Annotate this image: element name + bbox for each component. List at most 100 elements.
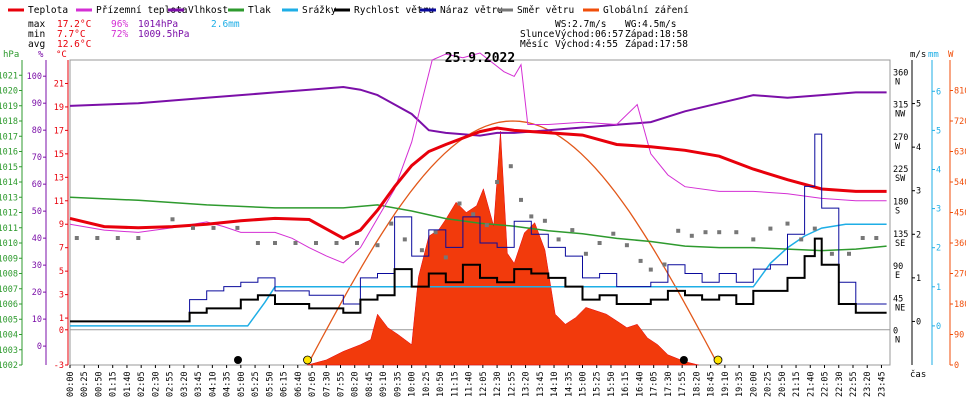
axis-label-hpa: 1002 xyxy=(0,361,18,371)
x-tick-label: 15:00 xyxy=(579,371,589,397)
axis-label-hpa: 1015 xyxy=(0,163,18,173)
wind-dir-point xyxy=(375,243,380,248)
axis-label-dir-compass: NE xyxy=(895,303,905,313)
axis-label-hpa: 1007 xyxy=(0,285,18,295)
axis-label-pct: 100 xyxy=(27,72,42,82)
wind-dir-point xyxy=(812,226,817,231)
axis-label-dir-deg: 270 xyxy=(893,133,908,143)
wind-dir-point xyxy=(314,241,318,245)
wind-dir-point xyxy=(583,251,588,256)
wind-dir-point xyxy=(611,231,616,236)
x-tick-label: 20:25 xyxy=(764,371,774,397)
x-tick-label: 10:00 xyxy=(408,371,418,397)
x-tick-label: 03:45 xyxy=(194,371,204,397)
stat-max-rain: 2.6mm xyxy=(211,19,240,30)
x-tick-label: 17:55 xyxy=(678,371,688,397)
axis-label-dir-compass: W xyxy=(895,142,901,152)
wind-dir-point xyxy=(293,241,298,245)
x-tick-label: 23:45 xyxy=(877,371,887,397)
wind-dir-point xyxy=(638,258,643,263)
axis-label-c: 5 xyxy=(59,267,64,277)
axis-label-c: -3 xyxy=(54,361,64,371)
x-tick-label: 17:30 xyxy=(664,371,674,397)
series-rain xyxy=(70,223,887,327)
x-tick-label: 09:10 xyxy=(379,371,389,397)
x-tick-label: 15:25 xyxy=(593,371,603,397)
axis-label-mm: 2 xyxy=(936,244,941,254)
wind-dir-point xyxy=(847,251,851,256)
axis-label-dir-deg: 180 xyxy=(893,198,908,208)
x-tick-label: 22:55 xyxy=(849,371,859,397)
axis-label-w: 540 xyxy=(954,178,966,188)
stat-min-temp: 7.7°C xyxy=(57,29,86,40)
wind-dir-point xyxy=(529,214,534,219)
wind-dir-point xyxy=(273,241,277,245)
series-humidity xyxy=(69,85,887,137)
wind-dir-point xyxy=(874,236,879,240)
x-tick-label: 19:10 xyxy=(721,371,731,397)
info-ws: WS:2.7m/s xyxy=(555,19,606,30)
axis-label-dir-deg: 0 xyxy=(893,327,898,337)
axis-label-hpa: 1006 xyxy=(0,300,18,310)
x-tick-label: 07:05 xyxy=(308,371,318,397)
axis-label-dir-deg: 135 xyxy=(893,230,908,240)
series-sun-area xyxy=(307,131,699,366)
wind-dir-point xyxy=(433,230,438,235)
stat-min-hum: 72% xyxy=(111,29,128,40)
axis-label-pct: 20 xyxy=(32,288,42,298)
sunset-marker xyxy=(713,355,723,365)
axis-label-w: 0 xyxy=(954,361,959,371)
wind-dir-point xyxy=(471,212,476,217)
axis-label-c: 3 xyxy=(59,291,64,301)
series-gust xyxy=(70,133,887,322)
axis-label-dir-compass: NW xyxy=(895,110,906,120)
wind-dir-point xyxy=(597,241,602,245)
chart-title: 25.9.2022 xyxy=(445,51,515,66)
wind-dir-point xyxy=(717,230,722,235)
wind-dir-point xyxy=(785,221,790,226)
axis-label-pct: 60 xyxy=(32,180,42,190)
axis-label-w: 720 xyxy=(954,117,966,127)
stat-max-hum: 96% xyxy=(111,19,128,30)
wind-dir-point xyxy=(402,237,407,242)
x-tick-label: 10:50 xyxy=(436,371,446,397)
x-tick-label: 08:20 xyxy=(351,371,361,397)
x-tick-label: 00:50 xyxy=(94,371,104,397)
legend-label-sun: Globální záření xyxy=(603,5,689,16)
x-tick-label: 20:50 xyxy=(778,371,788,397)
x-axis-label: čas xyxy=(910,369,926,380)
axis-label-dir-compass: SW xyxy=(895,174,906,184)
wind-dir-point xyxy=(662,262,667,267)
wind-dir-point xyxy=(648,267,653,272)
wind-dir-point xyxy=(389,221,394,226)
x-tick-label: 09:35 xyxy=(393,371,403,397)
axis-label-dir-deg: 90 xyxy=(893,262,903,272)
axis-label-c: 0 xyxy=(59,326,64,336)
axis-label-dir-compass: N xyxy=(895,77,900,87)
wind-dir-point xyxy=(860,236,865,240)
axis-label-pct: 90 xyxy=(32,99,42,109)
axis-label-mm: 5 xyxy=(936,126,941,136)
x-tick-label: 04:10 xyxy=(208,371,218,397)
x-tick-label: 04:35 xyxy=(223,371,233,397)
x-tick-label: 10:25 xyxy=(422,371,432,397)
plot-series xyxy=(69,52,887,366)
axis-label-w: 90 xyxy=(954,331,964,341)
axis-label-mm: 4 xyxy=(936,165,941,175)
unit-ms: m/s xyxy=(910,50,926,60)
wind-dir-point xyxy=(170,217,175,222)
axis-label-w: 270 xyxy=(954,270,966,280)
x-tick-label: 02:30 xyxy=(151,371,161,397)
x-tick-label: 16:15 xyxy=(621,371,631,397)
stats-block: max 17.2°C 96% 1014hPa 2.6mm min 7.7°C 7… xyxy=(28,19,240,50)
legend-label-temp: Teplota xyxy=(28,5,68,16)
series-wind xyxy=(70,237,887,323)
legend-label-wind: Rychlost větru xyxy=(354,5,434,16)
wind-dir-point xyxy=(95,236,100,240)
wind-dir-point xyxy=(191,225,195,230)
axis-label-c: 9 xyxy=(59,220,64,230)
x-tick-label: 21:40 xyxy=(806,371,816,397)
axis-label-hpa: 1011 xyxy=(0,224,18,234)
axis-label-pct: 10 xyxy=(32,315,42,325)
